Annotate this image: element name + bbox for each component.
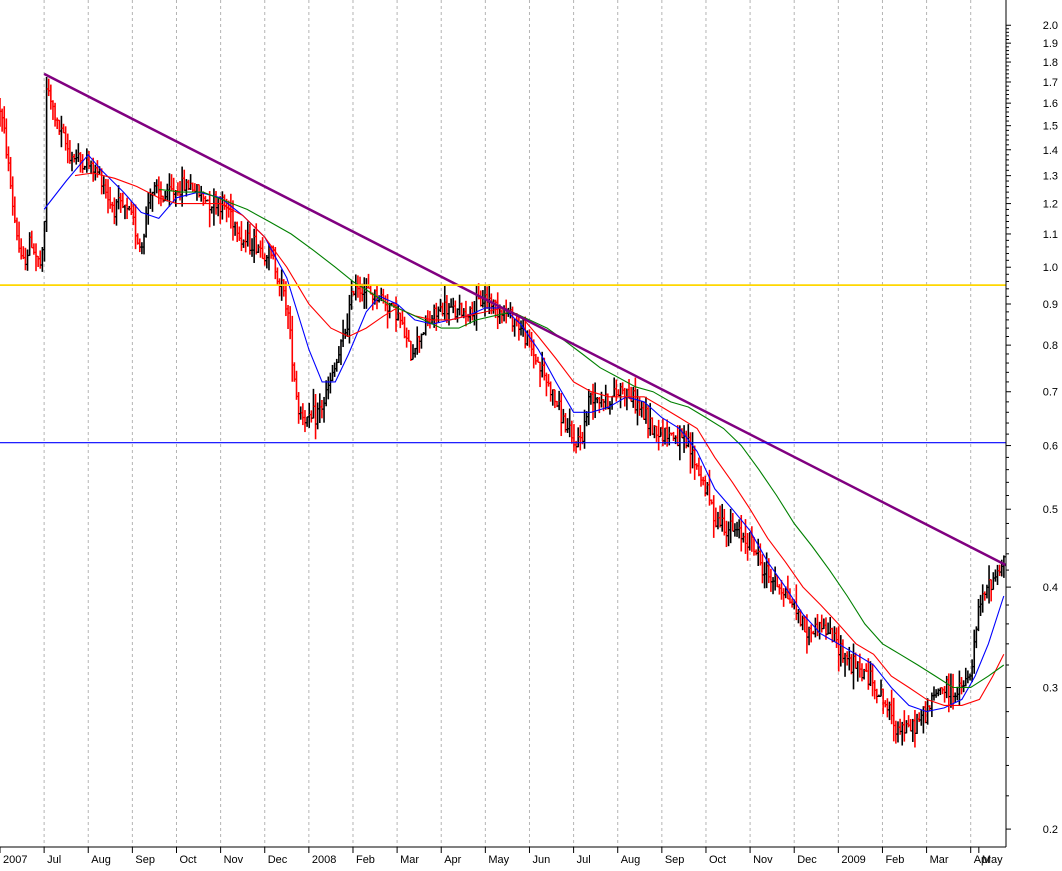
x-tick-label: Sep <box>665 854 685 866</box>
moving-average-line <box>74 172 1005 706</box>
x-tick-label: May <box>488 854 509 866</box>
y-tick-label: 1.3 <box>1043 171 1058 183</box>
y-tick-label: 0.8 <box>1043 340 1058 352</box>
x-tick-label: Apr <box>444 854 461 866</box>
x-tick-label: Nov <box>224 854 244 866</box>
trendline <box>43 72 1007 567</box>
x-tick-label: Jul <box>47 854 61 866</box>
indicator-lines <box>0 72 1007 713</box>
y-tick-label: 0.2 <box>1043 824 1058 836</box>
y-tick-label: 1.2 <box>1043 199 1058 211</box>
y-tick-label: 1.5 <box>1043 121 1058 133</box>
x-tick-label: Sep <box>135 854 155 866</box>
x-tick-label: 2009 <box>841 854 865 866</box>
ohlc-bars <box>0 77 1006 748</box>
y-tick-label: 2.0 <box>1043 20 1058 32</box>
y-tick-label: 0.5 <box>1043 504 1058 516</box>
y-tick-label: 0.7 <box>1043 387 1058 399</box>
y-tick-label: 1.0 <box>1043 262 1058 274</box>
x-tick-label: 2008 <box>312 854 336 866</box>
x-tick-label: 2007 <box>3 854 27 866</box>
x-tick-label: Jun <box>532 854 550 866</box>
x-tick-label: May <box>982 854 1003 866</box>
y-tick-label: 0.6 <box>1043 441 1058 453</box>
y-tick-label: 1.7 <box>1043 77 1058 89</box>
x-tick-label: Oct <box>709 854 726 866</box>
x-tick-label: Feb <box>356 854 375 866</box>
y-tick-label: 1.6 <box>1043 98 1058 110</box>
x-tick-label: Dec <box>268 854 288 866</box>
x-tick-label: Dec <box>797 854 817 866</box>
y-tick-label: 0.9 <box>1043 299 1058 311</box>
x-tick-label: Apr <box>974 854 991 866</box>
y-tick-label: 0.4 <box>1043 582 1058 594</box>
y-tick-label: 1.9 <box>1043 38 1058 50</box>
y-tick-label: 1.1 <box>1043 229 1058 241</box>
moving-average-line <box>158 188 1005 689</box>
y-tick-label: 0.3 <box>1043 683 1058 695</box>
x-tick-label: Oct <box>179 854 196 866</box>
x-tick-label: Mar <box>400 854 419 866</box>
x-tick-label: Nov <box>753 854 773 866</box>
y-tick-label: 1.8 <box>1043 57 1058 69</box>
x-tick-label: Mar <box>930 854 949 866</box>
x-tick-label: Feb <box>885 854 904 866</box>
y-tick-label: 1.4 <box>1043 145 1058 157</box>
moving-average-line <box>43 153 1005 713</box>
x-tick-label: Aug <box>621 854 641 866</box>
x-tick-label: Jul <box>577 854 591 866</box>
x-tick-label: Aug <box>91 854 111 866</box>
